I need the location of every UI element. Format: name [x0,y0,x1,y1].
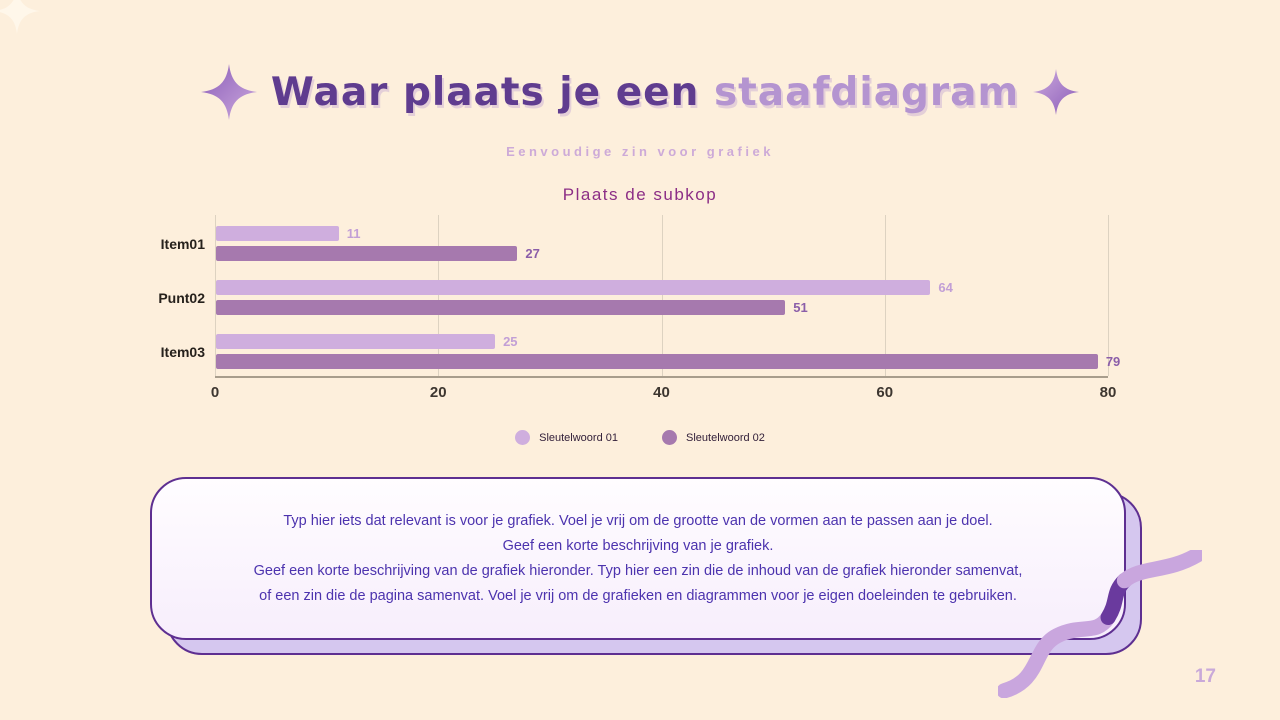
bar-item03-series1 [216,334,496,349]
description-line: Geef een korte beschrijving van de grafi… [253,562,1023,579]
bar-value-label: 11 [346,226,361,241]
x-tick-label: 0 [210,384,220,401]
description-card: Typ hier iets dat relevant is voor je gr… [150,477,1126,640]
sparkle-icon-left [200,64,257,120]
bar-value-label: 64 [938,280,953,295]
category-label: Item01 [160,235,205,252]
gridline [661,215,663,376]
title-accent: staafdiagram [713,69,1020,115]
legend-label: Sleutelwoord 01 [539,431,618,444]
bar-value-label: 25 [503,334,518,349]
gridline [215,215,216,376]
chart-legend: Sleutelwoord 01 Sleutelwoord 02 [0,430,1280,445]
bar-punt02-series2 [216,300,786,315]
chart-subtitle: Plaats de subkop [562,185,718,204]
gridline [438,215,440,376]
bar-value-label: 51 [793,300,808,315]
x-tick-label: 40 [653,384,670,401]
category-label: Item03 [160,343,205,360]
page-title: Waar plaats je een staafdiagram [271,70,1019,115]
gridline [884,215,886,376]
legend-dot-icon [515,430,531,445]
x-tick-label: 20 [429,384,447,401]
x-tick-label: 80 [1099,384,1117,401]
bar-item01-series2 [216,246,518,261]
description-line: Typ hier iets dat relevant is voor je gr… [283,512,993,529]
ribbon-decoration-icon [998,550,1202,698]
corner-sparkle-icon [0,0,40,34]
page-number: 17 [1194,666,1216,687]
bar-value-label: 27 [525,246,540,261]
bar-item03-series2 [216,354,1098,369]
title-main: Waar plaats je een [270,69,714,115]
bar-punt02-series1 [216,280,931,295]
legend-item: Sleutelwoord 02 [662,430,765,445]
bar-value-label: 79 [1105,354,1121,369]
bar-item01-series1 [216,226,339,241]
slide-subtitle: Eenvoudige zin voor grafiek [506,144,774,159]
description-line: of een zin die de pagina samenvat. Voel … [259,587,1017,604]
gridline [1108,215,1109,376]
description-line: Geef een korte beschrijving van je grafi… [502,537,774,554]
sparkle-icon-right [1033,69,1080,115]
legend-dot-icon [662,430,677,445]
title-row: Waar plaats je een staafdiagram [0,64,1280,120]
category-label: Punt02 [158,289,205,306]
legend-item: Sleutelwoord 01 [515,430,618,445]
legend-label: Sleutelwoord 02 [686,431,765,444]
bar-chart: 0 20 40 60 80 Item01 11 27 Punt02 64 51 Item03 25 79 [158,215,1120,401]
x-tick-label: 60 [876,384,894,401]
